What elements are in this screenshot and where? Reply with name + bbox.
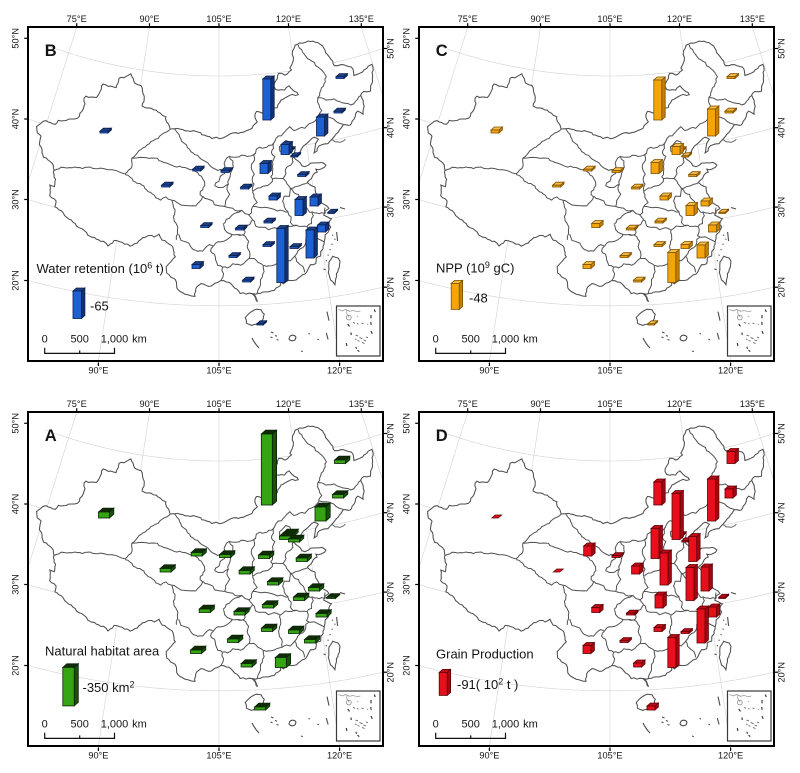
svg-text:D: D xyxy=(436,427,448,445)
svg-text:30°N: 30°N xyxy=(402,189,412,210)
svg-text:30°N: 30°N xyxy=(777,197,787,218)
svg-text:-350 km2: -350 km2 xyxy=(83,679,135,695)
svg-text:40°N: 40°N xyxy=(11,494,21,515)
svg-text:120°E: 120°E xyxy=(718,366,743,376)
svg-text:50°N: 50°N xyxy=(402,413,412,434)
svg-text:105°E: 105°E xyxy=(597,751,622,761)
svg-text:500: 500 xyxy=(462,719,480,731)
svg-text:30°N: 30°N xyxy=(386,197,396,218)
svg-text:105°E: 105°E xyxy=(597,399,622,409)
svg-text:120°E: 120°E xyxy=(327,366,352,376)
svg-text:30°N: 30°N xyxy=(386,582,396,603)
svg-text:20°N: 20°N xyxy=(386,662,396,683)
svg-text:0: 0 xyxy=(433,719,439,731)
svg-text:40°N: 40°N xyxy=(777,117,787,138)
svg-text:50°N: 50°N xyxy=(777,38,787,59)
svg-text:km: km xyxy=(523,334,538,346)
svg-text:75°E: 75°E xyxy=(67,14,87,24)
svg-text:20°N: 20°N xyxy=(777,662,787,683)
svg-text:105°E: 105°E xyxy=(206,14,231,24)
svg-text:120°E: 120°E xyxy=(276,399,301,409)
svg-text:40°N: 40°N xyxy=(777,502,787,523)
svg-text:90°E: 90°E xyxy=(88,366,108,376)
svg-text:40°N: 40°N xyxy=(11,109,21,130)
svg-text:135°E: 135°E xyxy=(349,399,374,409)
svg-text:120°E: 120°E xyxy=(667,14,692,24)
svg-text:km: km xyxy=(132,719,147,731)
svg-text:50°N: 50°N xyxy=(777,423,787,444)
svg-text:90°E: 90°E xyxy=(479,751,499,761)
svg-text:500: 500 xyxy=(462,334,480,346)
svg-text:0: 0 xyxy=(42,334,48,346)
svg-text:40°N: 40°N xyxy=(386,117,396,138)
svg-text:1,000: 1,000 xyxy=(101,719,129,731)
svg-text:500: 500 xyxy=(71,719,89,731)
svg-text:-48: -48 xyxy=(469,291,488,306)
svg-text:-91( 102 t ): -91( 102 t ) xyxy=(457,676,518,692)
svg-text:40°N: 40°N xyxy=(402,109,412,130)
svg-text:km: km xyxy=(523,719,538,731)
svg-text:NPP (109 gC): NPP (109 gC) xyxy=(436,260,514,276)
svg-text:Water retention (106 t): Water retention (106 t) xyxy=(37,260,164,276)
svg-text:20°N: 20°N xyxy=(386,277,396,298)
svg-text:75°E: 75°E xyxy=(458,14,478,24)
svg-text:90°E: 90°E xyxy=(139,14,159,24)
svg-text:20°N: 20°N xyxy=(777,277,787,298)
svg-text:50°N: 50°N xyxy=(386,423,396,444)
svg-text:40°N: 40°N xyxy=(386,502,396,523)
svg-text:1,000: 1,000 xyxy=(492,719,520,731)
svg-text:120°E: 120°E xyxy=(718,751,743,761)
svg-text:0: 0 xyxy=(42,719,48,731)
svg-text:105°E: 105°E xyxy=(597,366,622,376)
svg-text:50°N: 50°N xyxy=(402,28,412,49)
svg-text:135°E: 135°E xyxy=(740,14,765,24)
svg-text:75°E: 75°E xyxy=(458,399,478,409)
svg-text:135°E: 135°E xyxy=(740,399,765,409)
svg-text:km: km xyxy=(132,334,147,346)
svg-text:1,000: 1,000 xyxy=(101,334,129,346)
svg-text:-65: -65 xyxy=(90,298,109,313)
svg-text:90°E: 90°E xyxy=(530,14,550,24)
svg-text:50°N: 50°N xyxy=(11,28,21,49)
svg-text:30°N: 30°N xyxy=(11,574,21,595)
svg-text:Grain Production: Grain Production xyxy=(436,646,534,661)
svg-text:90°E: 90°E xyxy=(530,399,550,409)
svg-text:30°N: 30°N xyxy=(402,574,412,595)
svg-text:105°E: 105°E xyxy=(597,14,622,24)
svg-text:C: C xyxy=(436,42,448,60)
svg-text:1,000: 1,000 xyxy=(492,334,520,346)
svg-text:20°N: 20°N xyxy=(11,270,21,291)
svg-text:90°E: 90°E xyxy=(139,399,159,409)
svg-text:20°N: 20°N xyxy=(11,655,21,676)
svg-text:90°E: 90°E xyxy=(479,366,499,376)
svg-text:120°E: 120°E xyxy=(327,751,352,761)
svg-text:105°E: 105°E xyxy=(206,366,231,376)
svg-text:A: A xyxy=(45,427,57,445)
svg-text:30°N: 30°N xyxy=(777,582,787,603)
svg-text:105°E: 105°E xyxy=(206,751,231,761)
svg-text:20°N: 20°N xyxy=(402,655,412,676)
svg-text:105°E: 105°E xyxy=(206,399,231,409)
svg-text:B: B xyxy=(45,42,57,60)
svg-text:Natural habitat area: Natural habitat area xyxy=(45,644,160,659)
svg-text:90°E: 90°E xyxy=(88,751,108,761)
svg-text:20°N: 20°N xyxy=(402,270,412,291)
svg-text:50°N: 50°N xyxy=(386,38,396,59)
svg-text:500: 500 xyxy=(71,334,89,346)
svg-text:75°E: 75°E xyxy=(67,399,87,409)
svg-text:0: 0 xyxy=(433,334,439,346)
svg-text:135°E: 135°E xyxy=(349,14,374,24)
svg-text:50°N: 50°N xyxy=(11,413,21,434)
svg-text:120°E: 120°E xyxy=(667,399,692,409)
svg-text:120°E: 120°E xyxy=(276,14,301,24)
svg-text:30°N: 30°N xyxy=(11,189,21,210)
svg-text:40°N: 40°N xyxy=(402,494,412,515)
